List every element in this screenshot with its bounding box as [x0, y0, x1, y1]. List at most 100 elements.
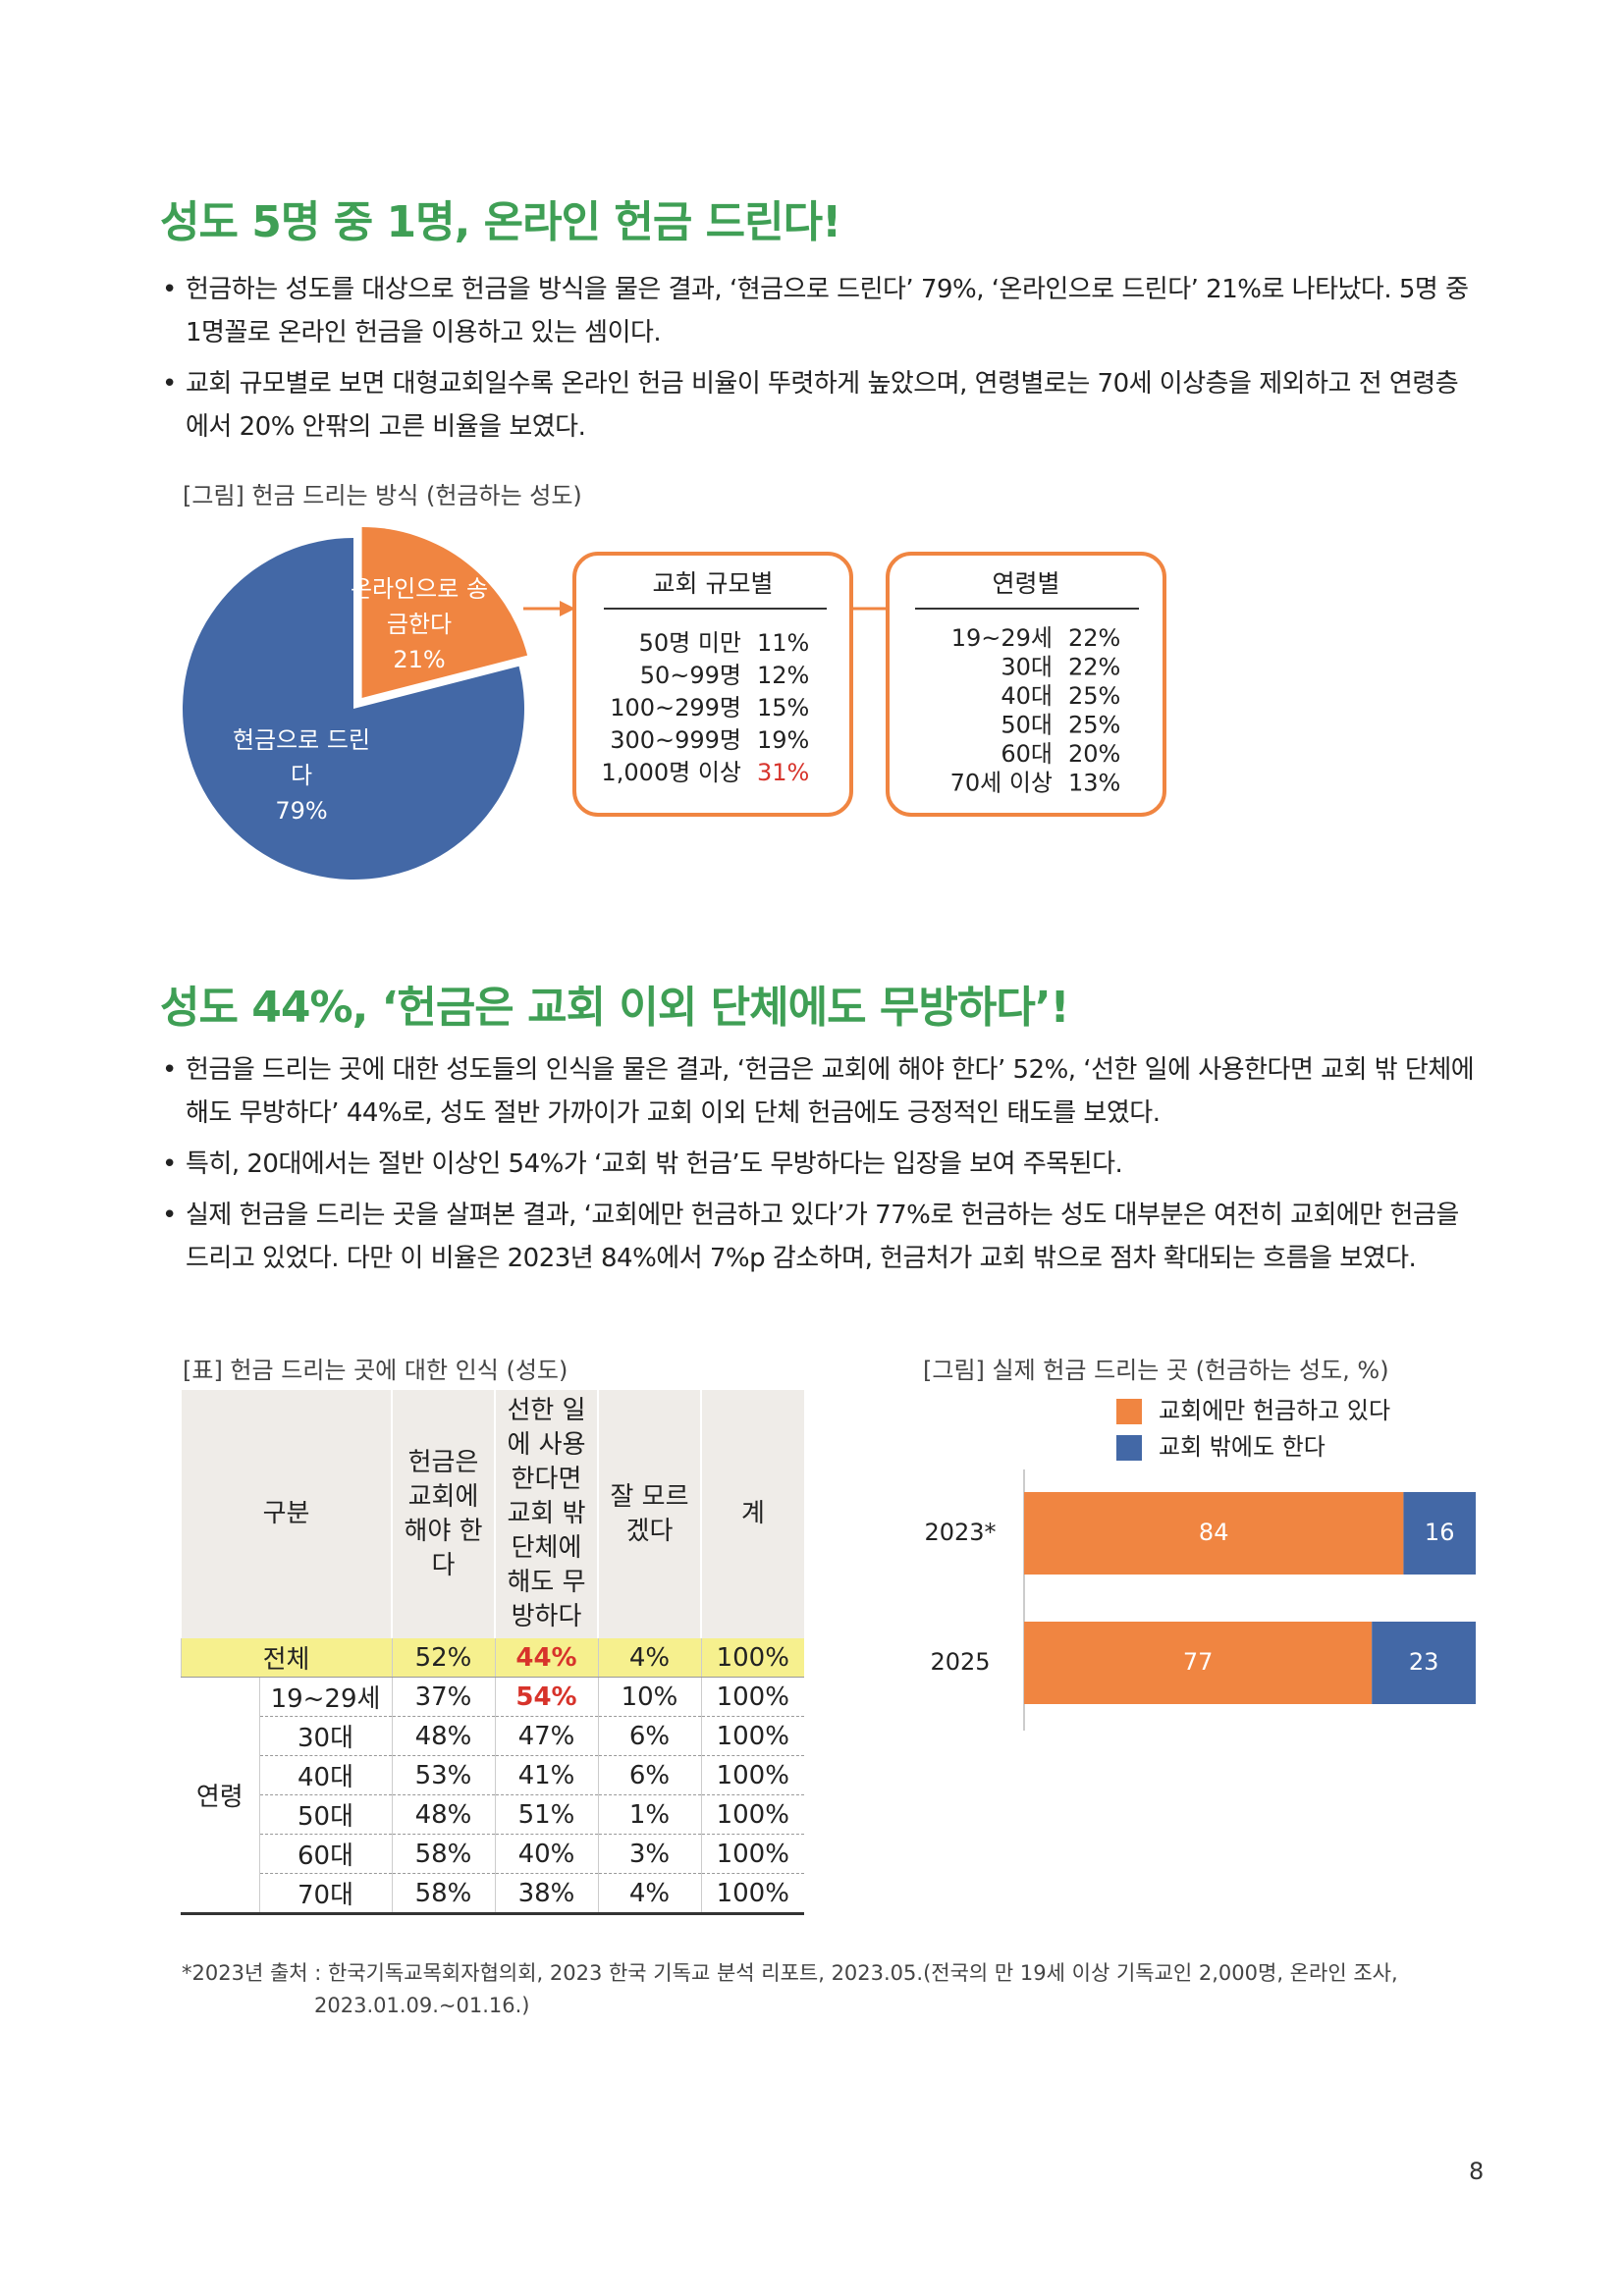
cell: 100%: [700, 1755, 804, 1795]
row-label: 300~999명: [610, 726, 741, 754]
pie-slice: [182, 537, 524, 880]
cell: 3%: [597, 1834, 701, 1874]
total-row: 전체 52% 44% 4% 100%: [180, 1638, 804, 1678]
row-label: 70세 이상: [950, 770, 1053, 797]
chart-title: [그림] 헌금 드리는 방식 (헌금하는 성도): [183, 482, 582, 509]
bullet: 헌금을 드리는 곳에 대한 성도들의 인식을 물은 결과, ‘헌금은 교회에 해…: [162, 1048, 1480, 1135]
cell: 100%: [700, 1794, 804, 1835]
value-label: 16: [1425, 1519, 1455, 1546]
row-value: 13%: [1068, 770, 1120, 797]
row-label: 70대: [258, 1873, 392, 1915]
bullet-list: 헌금을 드리는 곳에 대한 성도들의 인식을 물은 결과, ‘헌금은 교회에 해…: [162, 1048, 1480, 1288]
header-cell: 구분: [180, 1390, 392, 1638]
bar-segment: [1372, 1622, 1476, 1704]
cell: 53%: [391, 1755, 495, 1795]
row: 50대 48% 51% 1% 100%: [181, 1794, 804, 1835]
footnote: *2023년 출처 : 한국기독교목회자협의회, 2023 한국 기독교 분석 …: [182, 1961, 1398, 2017]
cell: 40%: [494, 1834, 598, 1874]
bullet: 헌금하는 성도를 대상으로 헌금을 방식을 물은 결과, ‘현금으로 드린다’ …: [162, 268, 1480, 354]
header-cell: 선한 일에 사용한다면 교회 밖 단체에 해도 무방하다: [494, 1390, 598, 1638]
cell: 48%: [391, 1794, 495, 1835]
legend-swatch: [1116, 1399, 1142, 1424]
arrow-head: [560, 601, 575, 616]
row-label: 30대: [258, 1716, 392, 1756]
pie-value: 21%: [393, 646, 446, 673]
cell: 1%: [597, 1794, 701, 1835]
value-label: 23: [1409, 1648, 1439, 1676]
cell: 100%: [700, 1873, 804, 1915]
value-label: 77: [1183, 1648, 1214, 1676]
section-title: 성도 44%, ‘헌금은 교회 이외 단체에도 무방하다’!: [160, 983, 1070, 1033]
category-label: 2023*: [924, 1519, 996, 1546]
bullet-list: 헌금하는 성도를 대상으로 헌금을 방식을 물은 결과, ‘현금으로 드린다’ …: [162, 268, 1480, 456]
bullet: 교회 규모별로 보면 대형교회일수록 온라인 헌금 비율이 뚜렷하게 높았으며,…: [162, 362, 1480, 449]
cell: 4%: [597, 1638, 701, 1678]
chart-title: [그림] 실제 헌금 드리는 곳 (헌금하는 성도, %): [923, 1357, 1389, 1384]
bar-segment: [1024, 1622, 1373, 1704]
row-label: 1,000명 이상: [601, 759, 741, 786]
cell: 100%: [700, 1677, 804, 1717]
row-value: 22%: [1068, 624, 1120, 652]
legend-label: 교회에만 헌금하고 있다: [1159, 1397, 1390, 1424]
pie-value: 79%: [275, 797, 328, 825]
table: 구분 헌금은 교회에 해야 한다 선한 일에 사용한다면 교회 밖 단체에 해도 무…: [180, 1390, 804, 1915]
pie-label: 온라인으로 송금한다 21%: [346, 571, 493, 677]
cell: 58%: [391, 1834, 495, 1874]
cell: 47%: [494, 1716, 598, 1756]
row-label: 40대: [258, 1755, 392, 1795]
header-row: 구분 헌금은 교회에 해야 한다 선한 일에 사용한다면 교회 밖 단체에 해도 무…: [180, 1390, 804, 1638]
legend-swatch: [1116, 1435, 1142, 1461]
row-value: 25%: [1068, 712, 1120, 739]
row-label: 50명 미만: [639, 629, 741, 657]
row-label: 100~299명: [610, 694, 741, 721]
bar-segment: [1024, 1492, 1404, 1575]
row-label: 30대: [1001, 654, 1053, 681]
row-label: 60대: [258, 1834, 392, 1874]
pie-label: 현금으로 드린다 79%: [228, 722, 375, 828]
page-number: 8: [1469, 2158, 1485, 2185]
box: [886, 552, 1166, 817]
row-value: 12%: [757, 662, 809, 689]
row-label: 19~29세: [951, 624, 1053, 652]
cell: 100%: [700, 1716, 804, 1756]
row-label: 전체: [180, 1638, 392, 1678]
box: [572, 552, 853, 817]
bullet: 실제 헌금을 드리는 곳을 살펴본 결과, ‘교회에만 헌금하고 있다’가 77…: [162, 1194, 1480, 1280]
cell: 100%: [700, 1638, 804, 1678]
cell: 41%: [494, 1755, 598, 1795]
row-label: 60대: [1001, 740, 1053, 768]
box-title: 연령별: [992, 569, 1059, 598]
row: 40대 53% 41% 6% 100%: [181, 1755, 804, 1795]
row-label: 50대: [258, 1794, 392, 1835]
row-label: 50~99명: [640, 662, 741, 689]
cell: 100%: [700, 1834, 804, 1874]
row-label: 50대: [1001, 712, 1053, 739]
cell: 6%: [597, 1755, 701, 1795]
cell: 38%: [494, 1873, 598, 1915]
row-value: 25%: [1068, 682, 1120, 710]
section-title: 성도 5명 중 1명, 온라인 헌금 드린다!: [160, 197, 841, 247]
row-value: 11%: [757, 629, 809, 657]
row: 70대 58% 38% 4% 100%: [181, 1873, 804, 1915]
box-title: 교회 규모별: [653, 569, 774, 598]
cell: 58%: [391, 1873, 495, 1915]
row-value: 20%: [1068, 740, 1120, 768]
row-label: 19~29세: [258, 1677, 392, 1717]
table-caption: [표] 헌금 드리는 곳에 대한 인식 (성도): [183, 1357, 568, 1384]
bullet: 특히, 20대에서는 절반 이상인 54%가 ‘교회 밖 헌금’도 무방하다는 …: [162, 1143, 1480, 1186]
cell: 48%: [391, 1716, 495, 1756]
cell: 51%: [494, 1794, 598, 1835]
category-label: 2025: [930, 1648, 990, 1676]
pie-category: 온라인으로 송금한다: [350, 575, 489, 638]
row-label: 40대: [1001, 682, 1053, 710]
cell: 52%: [391, 1638, 495, 1678]
cell: 6%: [597, 1716, 701, 1756]
row-value: 22%: [1068, 654, 1120, 681]
cell: 10%: [597, 1677, 701, 1717]
header-cell: 계: [700, 1390, 804, 1638]
legend-label: 교회 밖에도 한다: [1159, 1433, 1325, 1461]
cell: 37%: [391, 1677, 495, 1717]
cell: 54%: [494, 1677, 598, 1717]
